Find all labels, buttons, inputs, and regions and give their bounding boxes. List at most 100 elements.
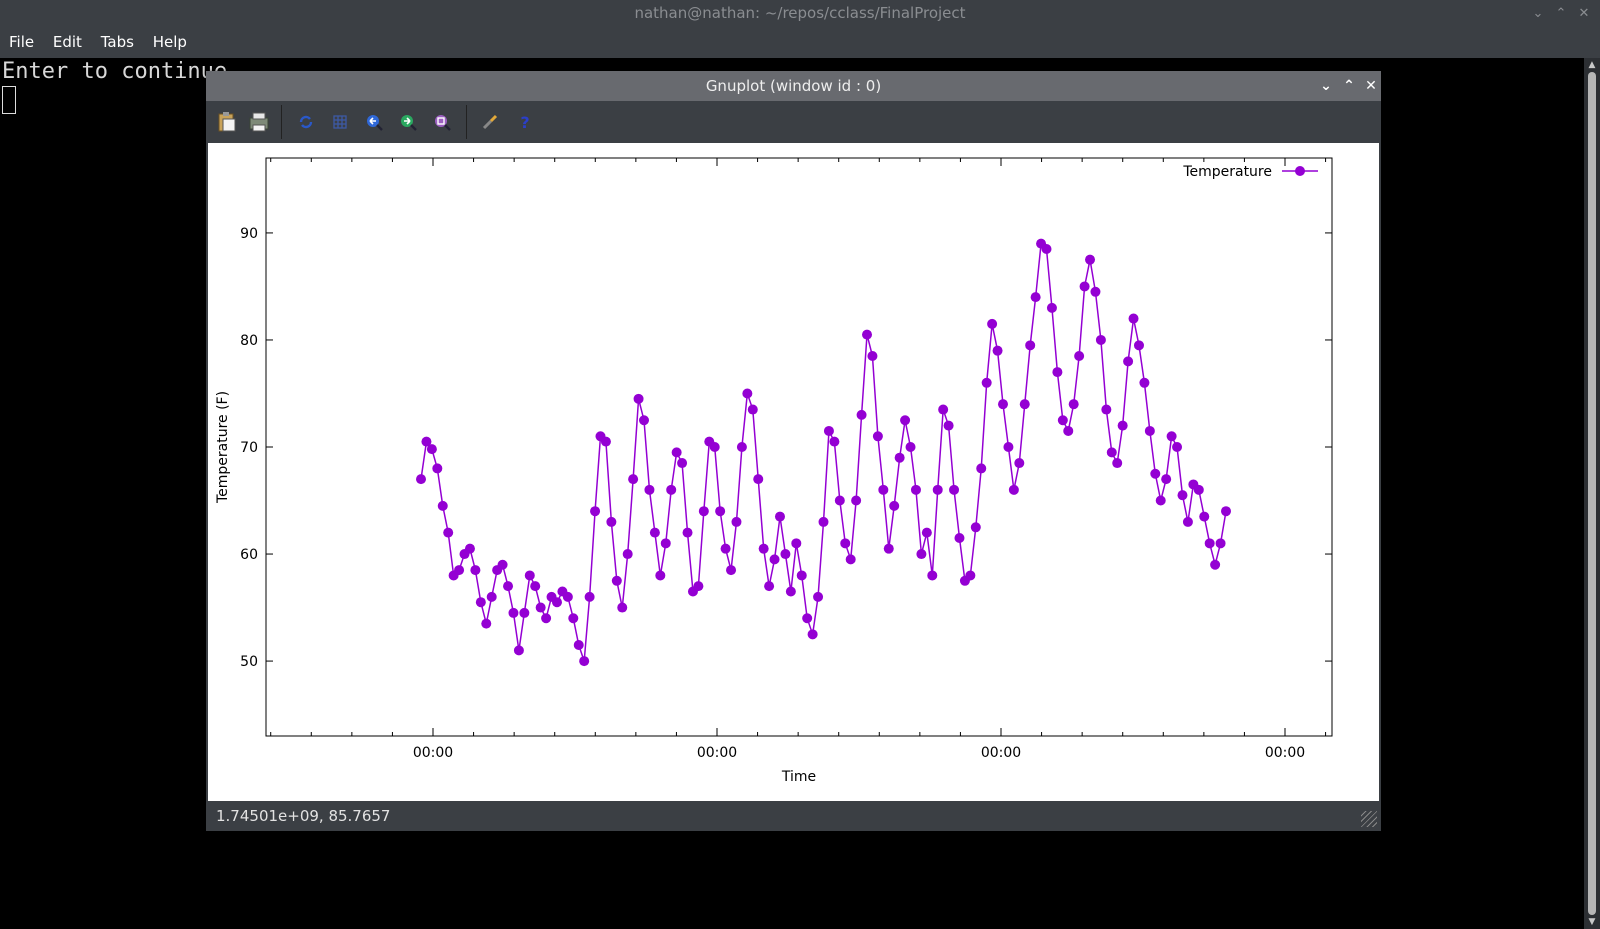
data-point — [693, 581, 704, 592]
data-point — [617, 602, 628, 613]
data-point — [432, 463, 443, 474]
data-point — [1014, 458, 1025, 469]
data-point — [1019, 399, 1030, 410]
data-point — [611, 575, 622, 586]
x-tick-label: 00:00 — [1265, 745, 1305, 761]
gnuplot-toolbar: ? — [206, 101, 1381, 143]
data-point — [421, 436, 432, 447]
resize-grip-icon[interactable] — [1361, 811, 1377, 827]
gnuplot-titlebar[interactable]: Gnuplot (window id : 0) ⌄ ⌃ ✕ — [206, 71, 1381, 101]
maximize-icon[interactable]: ⌃ — [1555, 6, 1567, 21]
data-point — [1068, 399, 1079, 410]
terminal-menubar: File Edit Tabs Help — [0, 28, 1600, 58]
data-point — [1144, 425, 1155, 436]
data-point — [954, 532, 965, 543]
data-point — [1025, 340, 1036, 351]
menu-tabs[interactable]: Tabs — [100, 33, 134, 51]
data-point — [1079, 281, 1090, 292]
data-point — [905, 442, 916, 452]
data-point — [938, 404, 949, 415]
data-point — [867, 351, 878, 362]
data-point — [753, 474, 764, 485]
close-icon[interactable]: ✕ — [1578, 6, 1590, 21]
data-point — [470, 565, 481, 576]
data-point — [927, 570, 938, 581]
data-point — [584, 591, 595, 602]
y-tick-label: 60 — [240, 547, 258, 563]
data-point — [573, 640, 584, 651]
data-point — [856, 409, 867, 420]
data-point — [541, 613, 552, 624]
menu-help[interactable]: Help — [152, 33, 187, 51]
gnuplot-minimize-icon[interactable]: ⌄ — [1320, 78, 1332, 94]
autoscale-icon[interactable] — [429, 109, 455, 135]
data-point — [1074, 351, 1085, 362]
menu-file[interactable]: File — [9, 33, 35, 51]
print-icon[interactable] — [246, 109, 272, 135]
data-point — [622, 549, 633, 560]
plot-area[interactable]: 50 60 70 80 90 00:00 00:00 00:00 00:00 Time Temper… — [208, 143, 1379, 801]
zoom-previous-icon[interactable] — [361, 109, 387, 135]
gnuplot-statusbar: 1.74501e+09, 85.7657 — [206, 801, 1381, 831]
gnuplot-maximize-icon[interactable]: ⌃ — [1343, 78, 1355, 94]
data-point — [813, 591, 824, 602]
data-point — [769, 554, 780, 565]
svg-text:?: ? — [520, 113, 529, 131]
legend-label: Temperature — [1182, 164, 1272, 180]
data-point — [437, 500, 448, 511]
data-point — [851, 495, 862, 506]
data-point — [1008, 484, 1019, 495]
data-point — [682, 527, 693, 538]
y-tick-label: 50 — [240, 654, 258, 670]
data-point — [916, 549, 927, 560]
zoom-next-icon[interactable] — [395, 109, 421, 135]
terminal-scrollbar[interactable]: ▲ ▼ — [1584, 58, 1600, 929]
terminal-title: nathan@nathan: ~/repos/cclass/FinalProje… — [634, 4, 966, 22]
x-tick-label: 00:00 — [697, 745, 737, 761]
terminal-cursor — [2, 86, 16, 114]
data-point — [715, 506, 726, 517]
data-point — [796, 570, 807, 581]
data-point — [639, 415, 650, 426]
data-point — [1052, 367, 1063, 378]
gnuplot-window: Gnuplot (window id : 0) ⌄ ⌃ ✕ — [206, 71, 1381, 831]
grid-icon[interactable] — [327, 109, 353, 135]
scroll-down-arrow-icon[interactable]: ▼ — [1588, 917, 1596, 927]
data-point — [606, 516, 617, 527]
data-point — [454, 565, 465, 576]
data-point — [464, 543, 475, 554]
data-point — [1193, 484, 1204, 495]
data-point — [949, 484, 960, 495]
y-axis-label: Temperature (F) — [215, 391, 231, 504]
data-point — [1210, 559, 1221, 570]
x-axis-label: Time — [781, 769, 816, 785]
help-icon[interactable]: ? — [512, 109, 538, 135]
data-point — [508, 607, 519, 618]
menu-edit[interactable]: Edit — [52, 33, 82, 51]
data-point — [600, 436, 611, 447]
scroll-up-arrow-icon[interactable]: ▲ — [1588, 60, 1596, 70]
gnuplot-title: Gnuplot (window id : 0) — [705, 77, 882, 95]
data-point — [1204, 538, 1215, 549]
data-point — [736, 442, 747, 452]
data-point — [655, 570, 666, 581]
data-point — [628, 474, 639, 485]
data-point — [1106, 447, 1117, 458]
gnuplot-close-icon[interactable]: ✕ — [1365, 78, 1377, 94]
data-point — [1057, 415, 1068, 426]
y-tick-label: 70 — [240, 440, 258, 456]
replot-icon[interactable] — [293, 109, 319, 135]
data-point — [1155, 495, 1166, 506]
data-point — [845, 554, 856, 565]
mouse-coordinates: 1.74501e+09, 85.7657 — [216, 807, 391, 825]
data-point — [731, 516, 742, 527]
data-point — [862, 329, 873, 340]
copy-icon[interactable] — [214, 109, 240, 135]
config-icon[interactable] — [477, 109, 503, 135]
data-point — [1063, 425, 1074, 436]
x-tick-label: 00:00 — [981, 745, 1021, 761]
minimize-icon[interactable]: ⌄ — [1532, 6, 1544, 21]
scroll-thumb[interactable] — [1588, 72, 1596, 915]
data-point — [497, 559, 508, 570]
data-point — [519, 607, 530, 618]
